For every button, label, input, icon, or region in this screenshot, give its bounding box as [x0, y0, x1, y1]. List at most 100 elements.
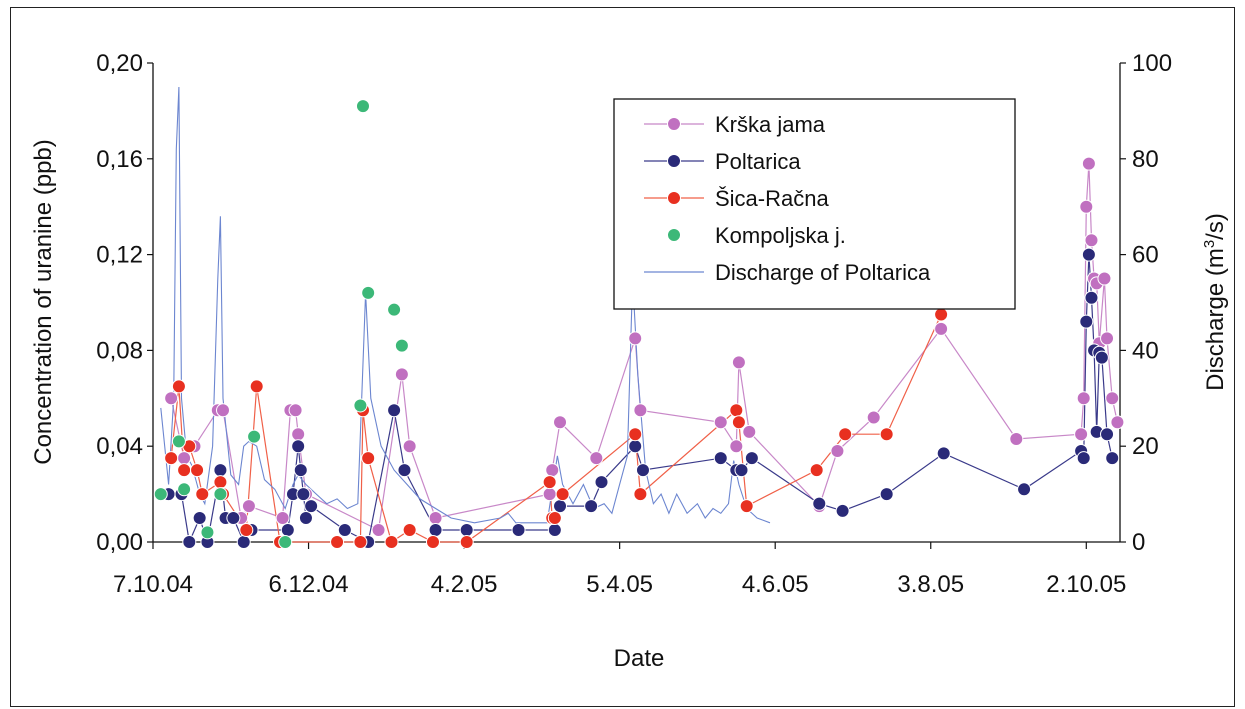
legend: Krška jama Poltarica Šica-Račna Kompoljska …	[613, 98, 1016, 310]
point-poltarica	[553, 499, 568, 514]
x-axis-title: Date	[614, 645, 665, 672]
point-krska-jama	[731, 355, 746, 370]
point-krska-jama	[428, 511, 443, 526]
point-sica-racna	[213, 475, 228, 490]
point-krska-jama	[402, 439, 417, 454]
legend-label-poltarica: Poltarica	[715, 149, 801, 174]
point-sica-racna	[555, 487, 570, 502]
x-tick-label: 5.4.05	[586, 571, 653, 598]
point-poltarica	[291, 439, 306, 454]
point-kompoljska-j	[355, 99, 370, 114]
legend-box	[613, 98, 1016, 310]
point-sica-racna	[164, 451, 179, 466]
point-krska-jama	[1105, 391, 1120, 406]
point-sica-racna	[542, 475, 557, 490]
point-krska-jama	[291, 427, 306, 442]
point-krska-jama	[394, 367, 409, 382]
x-tick-label: 2.10.05	[1046, 571, 1126, 598]
y-right-tick-label: 0	[1132, 529, 1145, 556]
point-poltarica	[628, 439, 643, 454]
point-sica-racna	[628, 427, 643, 442]
point-kompoljska-j	[171, 434, 186, 449]
point-sica-racna	[353, 535, 368, 549]
point-poltarica	[296, 487, 311, 502]
y-left-tick-label: 0,00	[96, 529, 143, 556]
point-poltarica	[1017, 482, 1032, 497]
point-krska-jama	[1074, 427, 1089, 442]
point-poltarica	[584, 499, 599, 514]
y-right-tick-label: 80	[1132, 146, 1159, 173]
point-poltarica	[936, 446, 951, 461]
point-sica-racna	[384, 535, 399, 549]
point-poltarica	[213, 463, 228, 478]
point-kompoljska-j	[387, 302, 402, 317]
point-poltarica	[192, 511, 207, 526]
point-poltarica	[511, 523, 526, 538]
point-sica-racna	[809, 463, 824, 478]
point-sica-racna	[879, 427, 894, 442]
point-poltarica	[744, 451, 759, 466]
point-kompoljska-j	[153, 487, 168, 502]
point-krska-jama	[934, 321, 949, 336]
point-krska-jama	[164, 391, 179, 406]
point-poltarica	[280, 523, 295, 538]
point-sica-racna	[731, 415, 746, 430]
series-line-discharge-of-poltarica	[160, 86, 771, 524]
point-kompoljska-j	[200, 525, 215, 540]
point-krska-jama	[288, 403, 303, 418]
point-poltarica	[1094, 350, 1109, 365]
point-poltarica	[835, 503, 850, 518]
point-poltarica	[298, 511, 313, 526]
point-poltarica	[1076, 451, 1091, 466]
legend-marker-kompoljska-j	[667, 228, 681, 242]
point-krska-jama	[1100, 331, 1115, 346]
point-poltarica	[397, 463, 412, 478]
point-poltarica	[547, 523, 562, 538]
legend-marker-poltarica	[667, 154, 681, 168]
point-krska-jama	[866, 410, 881, 425]
point-krska-jama	[542, 487, 557, 502]
legend-marker-krska-jama	[667, 117, 681, 131]
legend-marker-sica-racna	[667, 191, 681, 205]
point-krska-jama	[830, 443, 845, 458]
point-sica-racna	[239, 523, 254, 538]
point-poltarica	[594, 475, 609, 490]
point-poltarica	[304, 499, 319, 514]
point-krska-jama	[628, 331, 643, 346]
legend-label-discharge-of-poltarica: Discharge of Poltarica	[715, 260, 931, 285]
point-sica-racna	[402, 523, 417, 538]
legend-label-kompoljska-j: Kompoljska j.	[715, 223, 846, 248]
point-poltarica	[879, 487, 894, 502]
point-kompoljska-j	[353, 398, 368, 413]
y-axis-right-title: Discharge (m3/s)	[1201, 213, 1229, 391]
point-poltarica	[387, 403, 402, 418]
point-kompoljska-j	[247, 429, 262, 444]
point-krska-jama	[215, 403, 230, 418]
point-krska-jama	[713, 415, 728, 430]
x-tick-label: 7.10.04	[113, 571, 193, 598]
point-krska-jama	[545, 463, 560, 478]
y-left-tick-label: 0,04	[96, 433, 143, 460]
x-tick-label: 4.2.05	[431, 571, 498, 598]
tick-labels: 0,00 0,04 0,08 0,12 0,16 0,20 0 20 40 60 80 100 7.10…	[96, 50, 1172, 598]
point-sica-racna	[547, 511, 562, 526]
point-poltarica	[459, 523, 474, 538]
point-sica-racna	[195, 487, 210, 502]
point-poltarica	[337, 523, 352, 538]
point-poltarica	[236, 535, 251, 549]
series-markers	[153, 99, 1125, 549]
point-sica-racna	[934, 307, 949, 322]
point-krska-jama	[177, 451, 192, 466]
point-sica-racna	[361, 451, 376, 466]
point-krska-jama	[729, 439, 744, 454]
point-sica-racna	[177, 463, 192, 478]
x-tick-label: 3.8.05	[897, 571, 964, 598]
point-krska-jama	[1084, 233, 1099, 248]
point-kompoljska-j	[394, 338, 409, 353]
point-krska-jama	[1076, 391, 1091, 406]
point-sica-racna	[190, 463, 205, 478]
point-krska-jama	[1097, 271, 1112, 286]
point-krska-jama	[589, 451, 604, 466]
point-sica-racna	[171, 379, 186, 394]
